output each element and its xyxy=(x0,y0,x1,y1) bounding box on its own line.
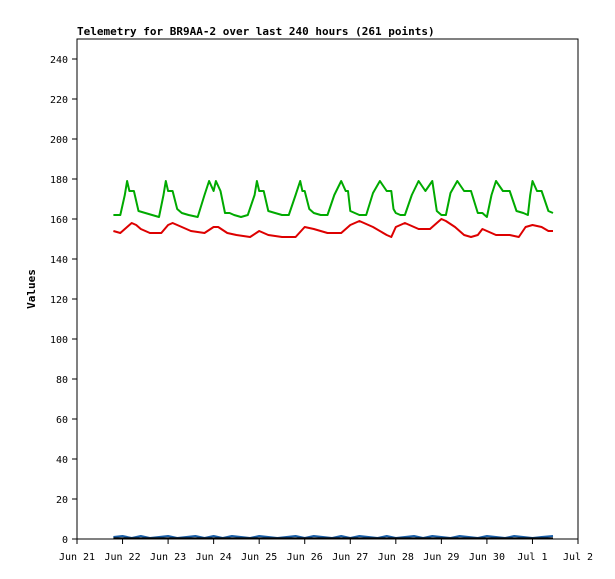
y-axis: 0 20 40 60 80 100 120 140 160 180 200 220 240 xyxy=(50,55,77,546)
x-axis: Jun 21 Jun 22 Jun 23 Jun 24 Jun 25 Jun 26 Jun … xyxy=(59,539,593,563)
chart-title: Telemetry for BR9AA-2 over last 240 hour… xyxy=(77,25,435,38)
x-tick-label: Jun 27 xyxy=(332,552,368,563)
series-layer xyxy=(113,180,554,540)
series-line-0 xyxy=(113,180,554,218)
x-tick-label: Jul 1 xyxy=(517,552,547,563)
x-tick-label: Jun 21 xyxy=(59,552,95,563)
y-tick-label: 0 xyxy=(62,535,68,546)
y-tick-label: 40 xyxy=(56,455,68,466)
x-tick-label: Jun 30 xyxy=(469,552,505,563)
x-tick-label: Jun 25 xyxy=(241,552,277,563)
y-tick-label: 180 xyxy=(50,175,68,186)
x-tick-label: Jun 28 xyxy=(378,552,414,563)
x-tick-label: Jun 29 xyxy=(423,552,459,563)
x-tick-label: Jul 2 xyxy=(563,552,593,563)
y-axis-label: Values xyxy=(25,269,38,309)
y-tick-label: 20 xyxy=(56,495,68,506)
x-tick-label: Jun 22 xyxy=(104,552,140,563)
series-line-1 xyxy=(113,218,553,238)
y-tick-label: 160 xyxy=(50,215,68,226)
x-tick-label: Jun 24 xyxy=(196,552,232,563)
y-tick-label: 240 xyxy=(50,55,68,66)
y-tick-label: 80 xyxy=(56,375,68,386)
y-tick-label: 220 xyxy=(50,95,68,106)
y-tick-label: 120 xyxy=(50,295,68,306)
y-tick-label: 60 xyxy=(56,415,68,426)
y-tick-label: 140 xyxy=(50,255,68,266)
plot-area xyxy=(76,38,579,540)
y-tick-label: 100 xyxy=(50,335,68,346)
x-tick-label: Jun 26 xyxy=(287,552,323,563)
y-tick-label: 200 xyxy=(50,135,68,146)
x-tick-label: Jun 23 xyxy=(150,552,186,563)
